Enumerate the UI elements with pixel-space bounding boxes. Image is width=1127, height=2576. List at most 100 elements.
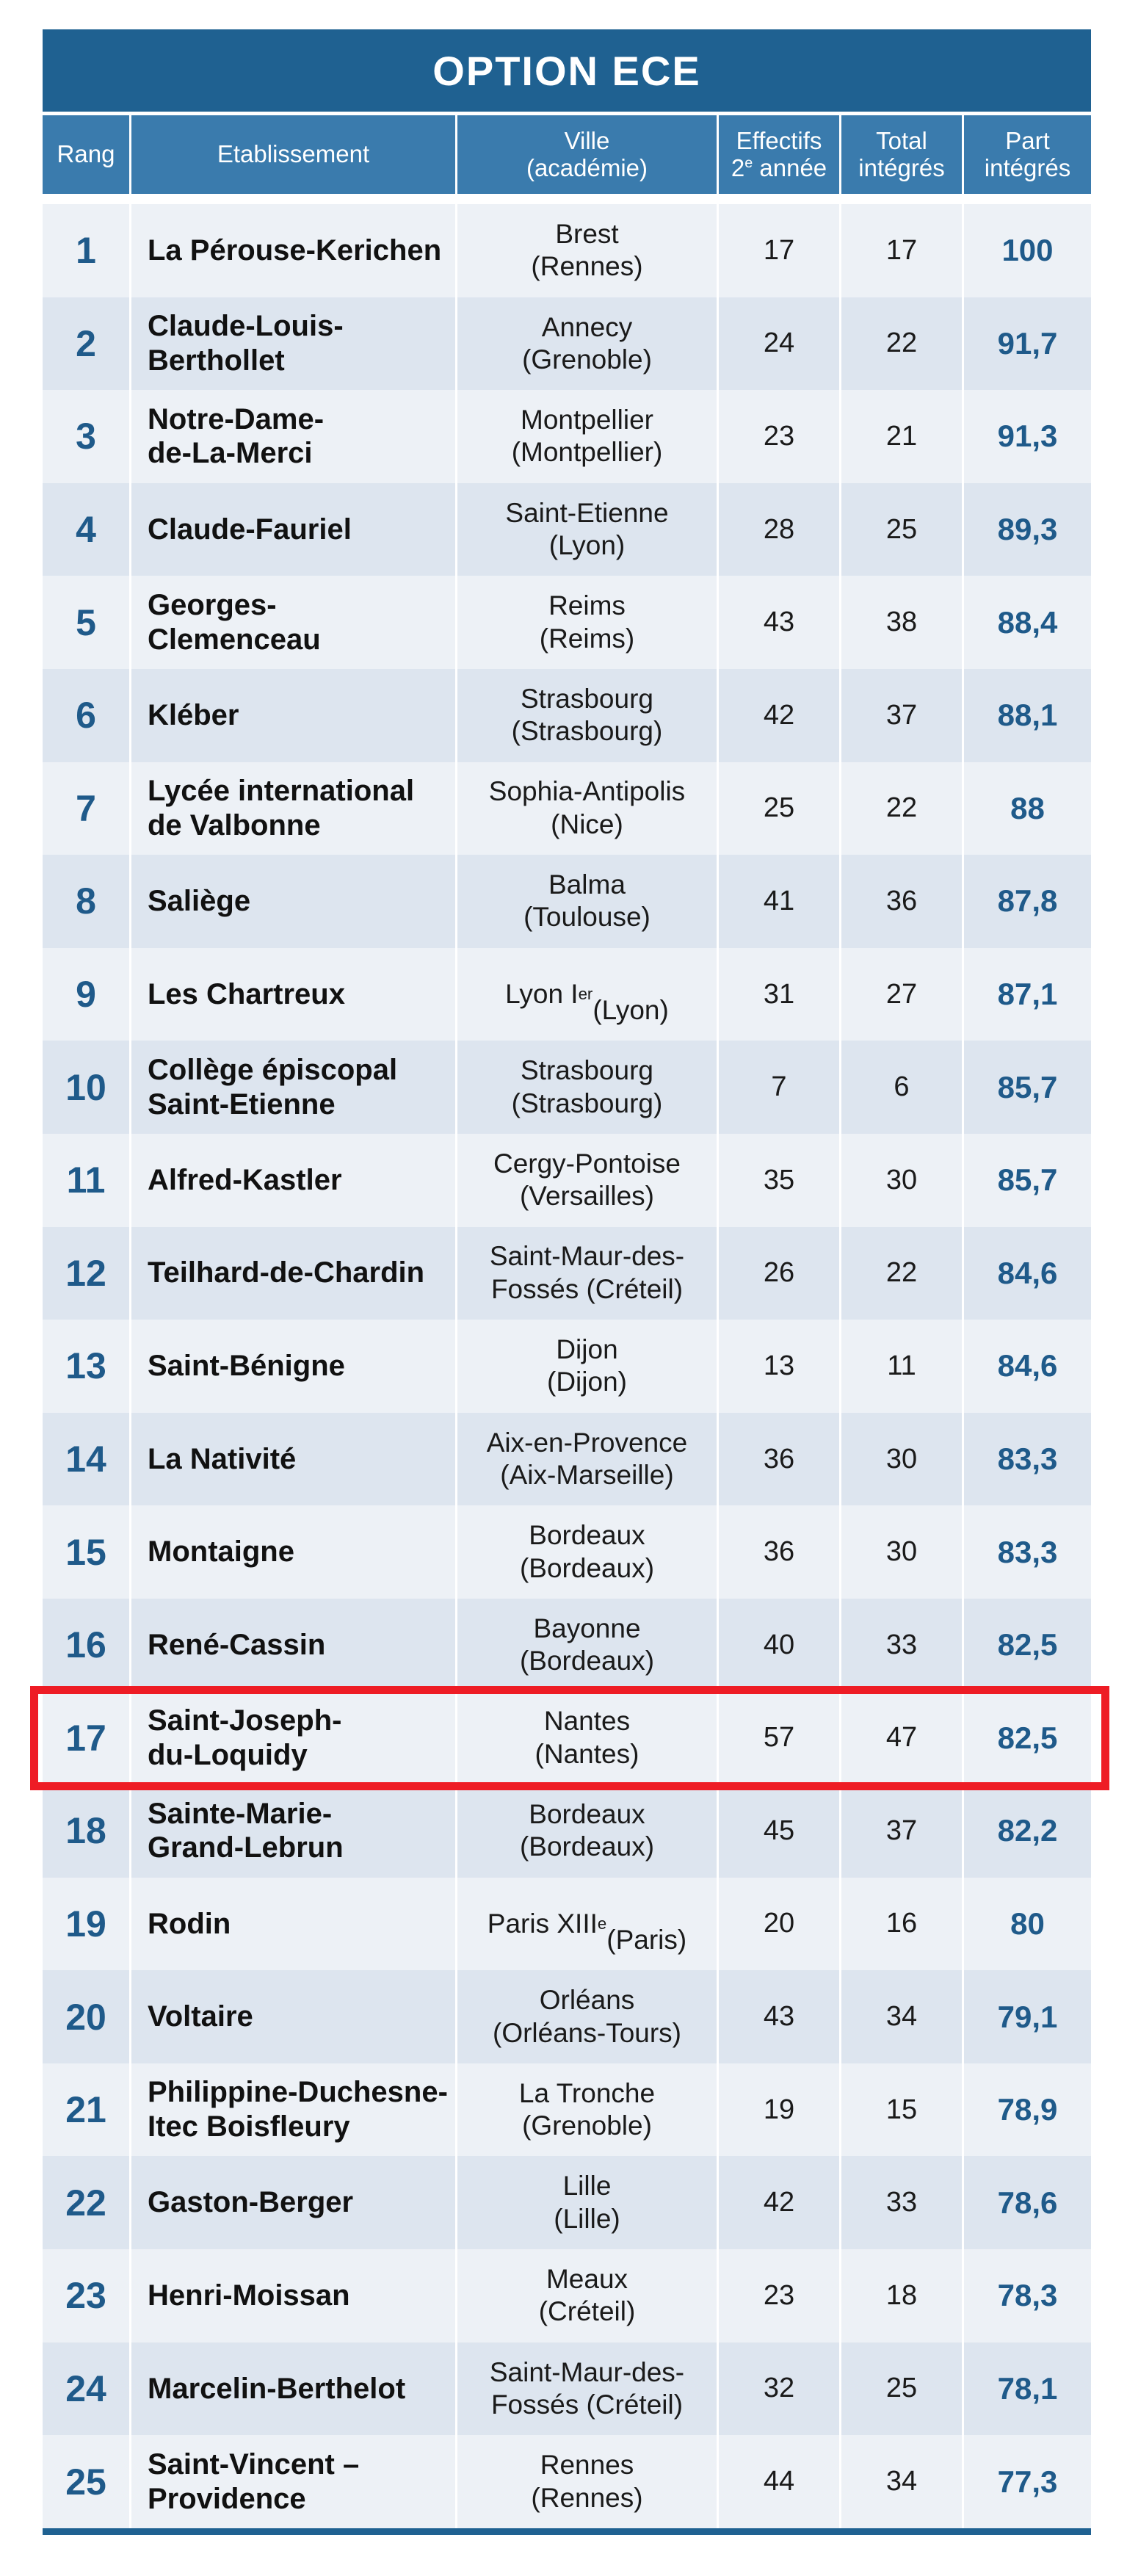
cell-total: 27 (839, 947, 962, 1041)
cell-etablissement: Sainte-Marie- Grand-Lebrun (129, 1784, 455, 1878)
table-row: 16 René-Cassin Bayonne (Bordeaux) 40 33 82,5 (43, 1598, 1091, 1692)
cell-part: 82,5 (962, 1598, 1091, 1692)
cell-ville: Annecy (Grenoble) (455, 297, 717, 391)
cell-ville: Strasbourg (Strasbourg) (455, 1041, 717, 1134)
cell-rang: 21 (65, 2089, 106, 2131)
cell-rang: 8 (76, 880, 96, 922)
table-row: 21 Philippine-Duchesne- Itec Boisfleury La… (43, 2063, 1091, 2157)
cell-etablissement: Kléber (129, 668, 455, 762)
cell-ville: Sophia-Antipolis (Nice) (455, 761, 717, 855)
cell-total: 22 (839, 761, 962, 855)
cell-effectifs: 24 (717, 297, 839, 391)
table-row: 2 Claude-Louis- Berthollet Annecy (Grenobl… (43, 297, 1091, 391)
cell-rang: 11 (66, 1159, 106, 1201)
cell-rang: 23 (65, 2275, 106, 2317)
cell-effectifs: 44 (717, 2435, 839, 2528)
cell-part: 85,7 (962, 1041, 1091, 1134)
table-row: 18 Sainte-Marie- Grand-Lebrun Bordeaux (Bo… (43, 1784, 1091, 1878)
cell-rang: 4 (76, 509, 96, 551)
cell-ville: Orléans (Orléans-Tours) (455, 1970, 717, 2063)
cell-etablissement: Lycée international de Valbonne (129, 761, 455, 855)
cell-ville: Paris XIII e (Paris) (455, 1877, 717, 1971)
table-row: 14 La Nativité Aix-en-Provence (Aix-Marsei… (43, 1412, 1091, 1506)
cell-etablissement: Voltaire (129, 1970, 455, 2063)
cell-effectifs: 31 (717, 947, 839, 1041)
header-effectifs: Effectifs 2e année (717, 115, 839, 194)
cell-total: 11 (839, 1320, 962, 1413)
cell-etablissement: Montaigne (129, 1505, 455, 1599)
cell-total: 18 (839, 2249, 962, 2342)
cell-total: 25 (839, 2342, 962, 2436)
cell-etablissement: Alfred-Kastler (129, 1133, 455, 1227)
cell-effectifs: 57 (717, 1691, 839, 1785)
table-row: 5 Georges- Clemenceau Reims (Reims) 43 38 88,… (43, 576, 1091, 669)
ranking-table: OPTION ECE Rang Etablissement Ville (aca… (43, 29, 1091, 2535)
cell-etablissement: Saint-Vincent – Providence (129, 2435, 455, 2528)
cell-rang: 5 (76, 601, 96, 643)
cell-total: 22 (839, 297, 962, 391)
cell-etablissement: La Nativité (129, 1412, 455, 1506)
header-effectifs-label: Effectifs 2e année (731, 126, 827, 181)
cell-effectifs: 36 (717, 1505, 839, 1599)
cell-rang: 6 (76, 695, 96, 737)
cell-etablissement: Saint-Joseph- du-Loquidy (129, 1691, 455, 1785)
cell-etablissement: Saliège (129, 855, 455, 948)
cell-ville: Bordeaux (Bordeaux) (455, 1784, 717, 1878)
table-title: OPTION ECE (43, 29, 1091, 112)
cell-total: 33 (839, 1598, 962, 1692)
cell-ville: Montpellier (Montpellier) (455, 390, 717, 483)
cell-effectifs: 7 (717, 1041, 839, 1134)
cell-total: 38 (839, 576, 962, 669)
table-row: 7 Lycée international de Valbonne Sophia-A… (43, 761, 1091, 855)
cell-part: 89,3 (962, 482, 1091, 576)
cell-effectifs: 42 (717, 668, 839, 762)
cell-rang: 1 (76, 230, 96, 272)
cell-effectifs: 23 (717, 2249, 839, 2342)
table-row: 1 La Pérouse-Kerichen Brest (Rennes) 17 17 10… (43, 204, 1091, 297)
cell-part: 78,9 (962, 2063, 1091, 2157)
cell-ville: Saint-Maur-des- Fossés (Créteil) (455, 1226, 717, 1320)
table-row: 15 Montaigne Bordeaux (Bordeaux) 36 30 83,3 (43, 1505, 1091, 1599)
table-row: 8 Saliège Balma (Toulouse) 41 36 87,8 (43, 855, 1091, 948)
cell-total: 37 (839, 1784, 962, 1878)
cell-effectifs: 35 (717, 1133, 839, 1227)
cell-ville: Bordeaux (Bordeaux) (455, 1505, 717, 1599)
cell-part: 78,6 (962, 2156, 1091, 2250)
cell-effectifs: 19 (717, 2063, 839, 2157)
cell-effectifs: 23 (717, 390, 839, 483)
cell-total: 36 (839, 855, 962, 948)
cell-rang: 12 (65, 1252, 106, 1294)
cell-part: 79,1 (962, 1970, 1091, 2063)
cell-ville: Brest (Rennes) (455, 204, 717, 297)
cell-etablissement: Teilhard-de-Chardin (129, 1226, 455, 1320)
cell-rang: 22 (65, 2182, 106, 2224)
cell-ville: Aix-en-Provence (Aix-Marseille) (455, 1412, 717, 1506)
cell-rang: 20 (65, 1996, 106, 2038)
header-part: Part intégrés (962, 115, 1091, 194)
cell-ville: Bayonne (Bordeaux) (455, 1598, 717, 1692)
cell-part: 78,3 (962, 2249, 1091, 2342)
table-row: 11 Alfred-Kastler Cergy-Pontoise (Versaill… (43, 1133, 1091, 1227)
cell-rang: 14 (65, 1439, 106, 1480)
cell-rang: 7 (76, 787, 96, 829)
table-row: 19 Rodin Paris XIII e (Paris) 20 16 80 (43, 1877, 1091, 1971)
cell-ville: Meaux (Créteil) (455, 2249, 717, 2342)
cell-ville: Saint-Maur-des- Fossés (Créteil) (455, 2342, 717, 2436)
cell-part: 88,4 (962, 576, 1091, 669)
cell-part: 78,1 (962, 2342, 1091, 2436)
cell-rang: 25 (65, 2461, 106, 2503)
cell-effectifs: 17 (717, 204, 839, 297)
cell-part: 88,1 (962, 668, 1091, 762)
table-row: 22 Gaston-Berger Lille (Lille) 42 33 78,6 (43, 2156, 1091, 2250)
cell-part: 82,2 (962, 1784, 1091, 1878)
header-row: Rang Etablissement Ville (académie) Effe… (43, 115, 1091, 194)
cell-total: 34 (839, 2435, 962, 2528)
table-row: 4 Claude-Fauriel Saint-Etienne (Lyon) 28 25 8… (43, 482, 1091, 576)
cell-part: 80 (962, 1877, 1091, 1971)
cell-part: 88 (962, 761, 1091, 855)
cell-ville: La Tronche (Grenoble) (455, 2063, 717, 2157)
cell-ville: Cergy-Pontoise (Versailles) (455, 1133, 717, 1227)
cell-total: 47 (839, 1691, 962, 1785)
cell-etablissement: Gaston-Berger (129, 2156, 455, 2250)
cell-effectifs: 20 (717, 1877, 839, 1971)
